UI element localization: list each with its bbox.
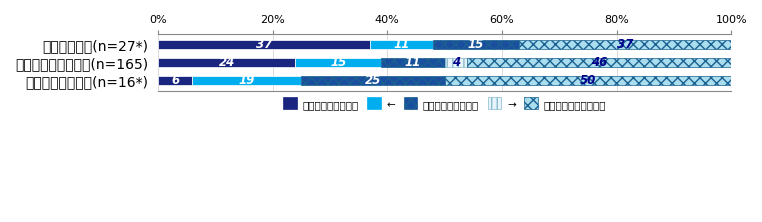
Text: 46: 46 xyxy=(591,56,607,69)
Bar xyxy=(158,76,192,85)
Text: 25: 25 xyxy=(365,74,381,87)
Bar xyxy=(467,58,732,67)
Text: 11: 11 xyxy=(405,56,421,69)
Text: 37: 37 xyxy=(256,38,272,51)
Bar xyxy=(158,58,296,67)
Bar xyxy=(192,76,301,85)
Text: 15: 15 xyxy=(330,56,347,69)
Bar xyxy=(370,40,433,49)
Bar xyxy=(301,76,444,85)
Text: 6: 6 xyxy=(171,74,179,87)
Text: 15: 15 xyxy=(468,38,484,51)
Text: 24: 24 xyxy=(219,56,235,69)
Bar xyxy=(519,40,732,49)
Text: 4: 4 xyxy=(452,56,460,69)
Bar xyxy=(382,58,444,67)
Bar xyxy=(444,58,467,67)
Text: 50: 50 xyxy=(580,74,596,87)
Text: 19: 19 xyxy=(239,74,255,87)
Bar xyxy=(433,40,519,49)
Bar xyxy=(296,58,382,67)
Legend: 事件が関係している, ←, どちらともいえない, →, 事件と全く関係がない: 事件が関係している, ←, どちらともいえない, →, 事件と全く関係がない xyxy=(277,92,612,115)
Bar xyxy=(444,76,732,85)
Text: 11: 11 xyxy=(393,38,410,51)
Text: 37: 37 xyxy=(617,38,633,51)
Bar xyxy=(158,40,370,49)
